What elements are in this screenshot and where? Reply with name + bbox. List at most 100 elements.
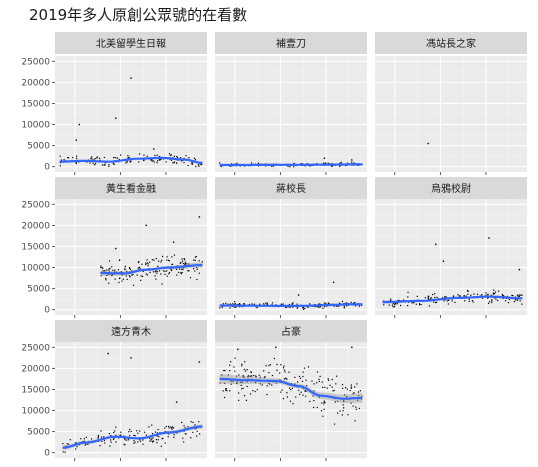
data-point xyxy=(172,241,175,243)
data-point xyxy=(133,442,135,444)
data-point xyxy=(99,159,101,161)
data-point xyxy=(143,154,145,156)
data-point xyxy=(309,400,311,403)
data-point xyxy=(158,436,160,438)
data-point xyxy=(432,293,434,296)
data-point xyxy=(427,297,429,299)
data-point xyxy=(304,389,306,392)
data-point xyxy=(299,377,302,379)
data-point xyxy=(234,357,236,359)
data-point xyxy=(443,300,445,302)
data-point xyxy=(357,391,360,393)
facet-strip xyxy=(215,320,367,342)
data-point xyxy=(129,268,132,270)
data-point xyxy=(199,433,201,435)
data-point xyxy=(448,299,450,302)
data-point xyxy=(224,369,226,372)
data-point xyxy=(383,304,385,306)
data-point xyxy=(126,278,128,280)
data-point xyxy=(159,155,161,158)
facet-strip-label: 補壹刀 xyxy=(276,37,306,50)
data-point xyxy=(108,432,111,435)
data-point xyxy=(138,260,140,263)
data-point xyxy=(114,278,116,280)
data-point xyxy=(323,403,325,405)
data-point xyxy=(490,294,492,296)
data-point xyxy=(111,274,113,276)
data-point xyxy=(194,270,196,272)
data-point xyxy=(323,157,326,159)
facet-strip xyxy=(215,32,367,54)
data-point xyxy=(176,155,178,158)
data-point xyxy=(184,433,186,435)
data-point xyxy=(354,386,356,388)
data-point xyxy=(225,388,227,390)
data-point xyxy=(445,296,447,298)
data-point xyxy=(96,156,98,158)
data-point xyxy=(152,160,154,162)
data-point xyxy=(230,380,232,382)
data-point xyxy=(192,421,194,424)
data-point xyxy=(146,274,149,276)
data-point xyxy=(312,406,315,409)
data-point xyxy=(276,369,278,371)
data-point xyxy=(388,304,390,306)
data-point xyxy=(152,440,155,442)
data-point xyxy=(193,157,196,159)
data-point xyxy=(492,292,495,294)
data-point xyxy=(151,440,153,442)
data-point xyxy=(521,294,523,296)
data-point xyxy=(247,376,249,378)
data-point xyxy=(129,435,131,437)
facet-panel: 北美留學生日報 0 5000 10000 15000 20000 25000 xyxy=(21,32,207,175)
data-point xyxy=(184,263,186,265)
data-point xyxy=(418,304,421,306)
data-point xyxy=(181,421,183,424)
smooth-line xyxy=(382,295,523,304)
y-tick-label: 25000 xyxy=(21,57,50,67)
data-point xyxy=(246,381,248,383)
facet-panel: 蔣校長 xyxy=(215,177,367,318)
data-point xyxy=(345,302,347,304)
data-point xyxy=(101,267,103,269)
data-point xyxy=(133,434,135,437)
data-point xyxy=(326,305,328,307)
data-point xyxy=(128,156,130,158)
data-point xyxy=(161,283,163,285)
data-point xyxy=(132,273,134,276)
data-point xyxy=(229,369,231,372)
data-point xyxy=(171,427,173,429)
data-point xyxy=(181,260,184,262)
data-point xyxy=(176,265,179,267)
data-point xyxy=(105,277,107,280)
data-point xyxy=(226,390,228,392)
data-point xyxy=(94,163,97,165)
data-point xyxy=(151,433,154,435)
data-point xyxy=(467,293,469,295)
data-point xyxy=(346,395,348,398)
data-point xyxy=(185,433,187,435)
data-point xyxy=(312,395,314,397)
data-point xyxy=(264,376,266,378)
data-point xyxy=(468,298,470,300)
data-point xyxy=(118,158,120,160)
data-point xyxy=(354,305,357,307)
data-point xyxy=(288,303,291,306)
data-point xyxy=(151,259,153,261)
data-point xyxy=(198,361,201,363)
data-point xyxy=(120,271,122,273)
data-point xyxy=(518,268,521,271)
data-point xyxy=(283,365,285,367)
data-point xyxy=(515,299,517,301)
data-point xyxy=(242,387,244,389)
data-point xyxy=(225,389,227,391)
data-point xyxy=(126,270,128,273)
data-point xyxy=(298,389,300,391)
data-point xyxy=(153,259,155,261)
data-point xyxy=(501,293,504,295)
data-point xyxy=(222,303,224,305)
data-point xyxy=(101,440,103,443)
data-point xyxy=(305,390,307,392)
data-point xyxy=(72,156,74,159)
data-point xyxy=(345,165,347,167)
